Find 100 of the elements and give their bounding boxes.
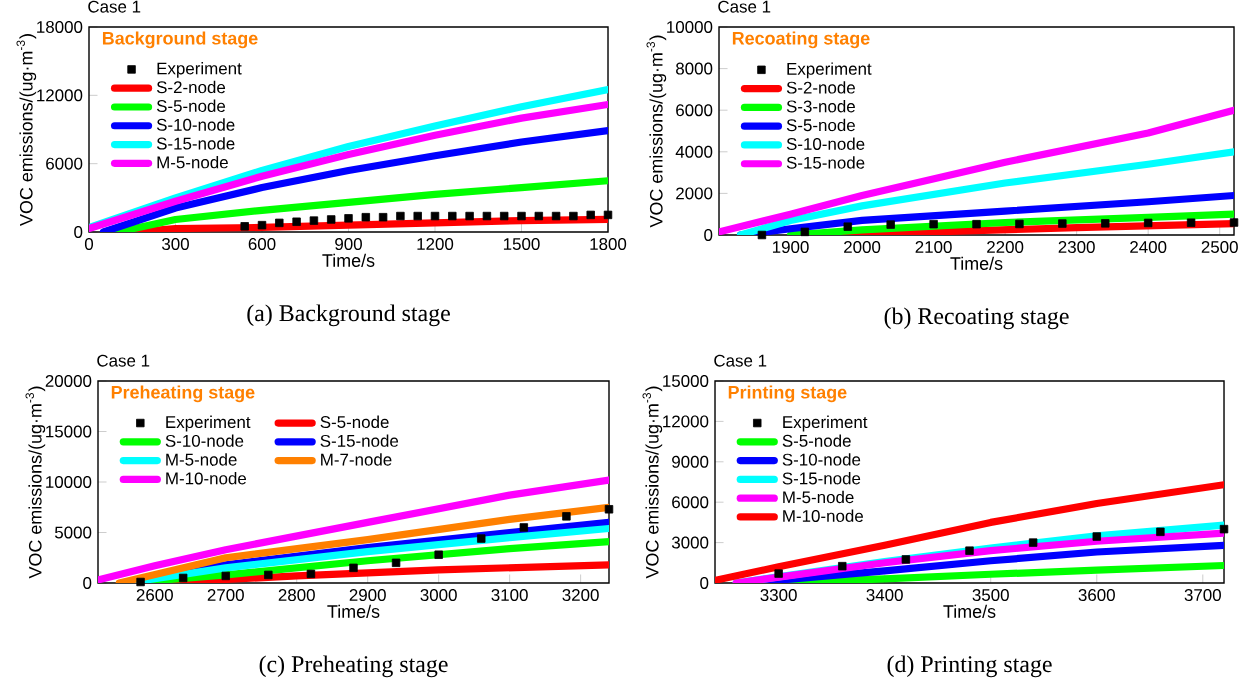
y-tick-label: 0 bbox=[74, 226, 83, 238]
legend-label: S-5-node bbox=[320, 415, 389, 429]
point bbox=[774, 569, 783, 578]
point bbox=[901, 555, 911, 564]
legend-title: Preheating stage bbox=[111, 385, 255, 403]
point bbox=[482, 211, 492, 221]
y-tick-label: 0 bbox=[704, 229, 713, 241]
x-tick-label: 2100 bbox=[915, 241, 952, 254]
legend-label: Experiment bbox=[166, 415, 251, 432]
point bbox=[1143, 218, 1153, 228]
point bbox=[569, 211, 578, 221]
text: (d) Printing stage bbox=[887, 655, 1052, 678]
legend-label: Experiment bbox=[787, 62, 872, 79]
legend-label: M-5-node bbox=[166, 453, 237, 466]
x-tick-label: 3400 bbox=[866, 589, 903, 602]
point bbox=[327, 215, 336, 224]
y-axis-title: VOC emissions/(ug·m$^{-3}$) bbox=[646, 35, 667, 228]
y-tick-label: 5000 bbox=[54, 526, 92, 539]
point bbox=[586, 210, 595, 220]
y-tick-label: 15000 bbox=[46, 425, 92, 438]
x-tick-label: 600 bbox=[248, 238, 276, 251]
point bbox=[292, 217, 301, 226]
x-tick-label: 2200 bbox=[987, 241, 1024, 254]
point bbox=[309, 216, 319, 225]
y-tick-label: 6000 bbox=[672, 496, 709, 509]
point bbox=[603, 210, 613, 220]
point bbox=[221, 571, 230, 581]
point bbox=[434, 550, 443, 559]
point bbox=[413, 211, 422, 221]
legend-label: S-15-node bbox=[786, 156, 865, 169]
point bbox=[1186, 218, 1196, 227]
chart-title: Case 1 bbox=[88, 0, 141, 13]
point bbox=[604, 505, 614, 514]
x-tick-label: 3000 bbox=[420, 589, 457, 602]
point bbox=[519, 523, 529, 532]
point bbox=[1058, 219, 1067, 228]
legend-label: M-7-node bbox=[321, 453, 392, 466]
x-tick-label: 1200 bbox=[417, 238, 454, 251]
x-tick-label: 3700 bbox=[1184, 589, 1221, 602]
x-axis-title: Time/s bbox=[327, 604, 380, 618]
point bbox=[240, 222, 249, 231]
x-axis-title: Time/s bbox=[322, 253, 375, 267]
point bbox=[1015, 219, 1024, 229]
x-tick-label: 1900 bbox=[772, 241, 809, 254]
y-tick-label: 12000 bbox=[37, 89, 83, 102]
point bbox=[886, 220, 895, 229]
point bbox=[477, 534, 486, 543]
x-tick-label: 2400 bbox=[1130, 241, 1167, 254]
point bbox=[465, 211, 474, 221]
legend-label: M-10-node bbox=[166, 471, 247, 485]
x-tick-label: 3100 bbox=[491, 589, 528, 602]
legend-label: S-10-node bbox=[782, 453, 861, 466]
legend-label: M-5-node bbox=[157, 155, 228, 169]
x-axis-title: Time/s bbox=[943, 604, 996, 618]
y-tick-label: 6000 bbox=[46, 157, 83, 170]
y-axis-title: VOC emissions/(ug·m$^{-3}$) bbox=[16, 34, 37, 226]
x-tick-label: 3200 bbox=[562, 589, 599, 602]
point bbox=[1156, 527, 1165, 537]
x-tick-label: 3500 bbox=[972, 589, 1009, 602]
point bbox=[391, 558, 401, 567]
y-tick-label: 6000 bbox=[676, 104, 713, 117]
point bbox=[562, 512, 571, 521]
point bbox=[448, 211, 457, 221]
y-tick-label: 10000 bbox=[46, 476, 92, 488]
point bbox=[1101, 219, 1110, 228]
y-tick-label: 2000 bbox=[676, 187, 713, 200]
point bbox=[349, 563, 358, 573]
x-tick-label: 2800 bbox=[278, 589, 315, 602]
y-tick-label: 18000 bbox=[37, 21, 83, 33]
legend-label: S-10-node bbox=[165, 434, 244, 447]
legend-label: S-15-node bbox=[782, 471, 861, 485]
point bbox=[800, 227, 810, 237]
x-tick-label: 2300 bbox=[1058, 241, 1095, 254]
x-tick-label: 1500 bbox=[503, 238, 540, 251]
chart-title: Case 1 bbox=[718, 0, 771, 13]
y-tick-label: 4000 bbox=[675, 145, 713, 158]
legend-label: Experiment bbox=[783, 415, 868, 432]
point bbox=[1028, 538, 1038, 547]
legend-label: S-2-node bbox=[786, 81, 855, 94]
y-tick-label: 0 bbox=[83, 577, 92, 589]
point bbox=[378, 212, 388, 222]
x-tick-label: 900 bbox=[335, 238, 362, 251]
point bbox=[838, 561, 847, 571]
x-axis-title: Time/s bbox=[950, 256, 1003, 270]
point bbox=[929, 219, 938, 229]
point bbox=[344, 214, 353, 223]
text: (b) Recoating stage bbox=[884, 307, 1069, 330]
y-axis-title: VOC emissions/(ug·m$^{-3}$) bbox=[25, 386, 46, 579]
x-tick-label: 1800 bbox=[590, 238, 627, 251]
point bbox=[757, 230, 767, 240]
y-tick-label: 15000 bbox=[663, 375, 709, 387]
y-tick-label: 20000 bbox=[45, 375, 92, 387]
y-axis-title: VOC emissions/(ug·m$^{-3}$) bbox=[642, 386, 663, 579]
point bbox=[1219, 524, 1229, 534]
legend-label: S-10-node bbox=[156, 118, 235, 131]
y-tick-label: 9000 bbox=[672, 455, 709, 468]
text: (c) Preheating stage bbox=[259, 655, 448, 678]
point bbox=[972, 219, 981, 229]
point bbox=[965, 546, 974, 555]
point bbox=[257, 220, 267, 230]
